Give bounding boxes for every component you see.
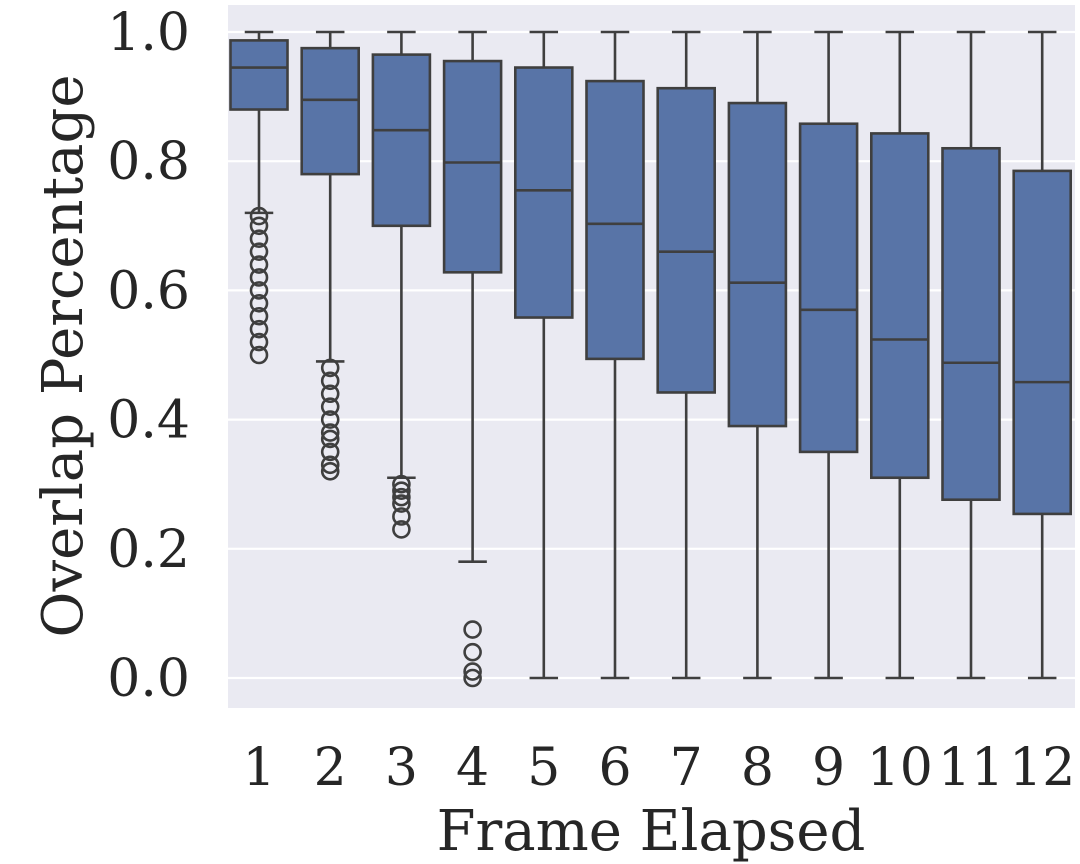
box-group <box>513 30 574 680</box>
box <box>1012 169 1073 516</box>
outlier-point <box>249 319 269 339</box>
y-tick-label: 0.0 <box>107 649 190 709</box>
box-group <box>300 30 361 481</box>
box-group <box>442 30 503 688</box>
outlier-point <box>249 229 269 249</box>
box <box>941 146 1001 502</box>
y-tick-label: 1.0 <box>107 3 190 63</box>
x-axis-label: Frame Elapsed <box>437 799 866 864</box>
box <box>727 101 788 428</box>
outlier-point <box>320 429 340 449</box>
x-tick-label: 5 <box>527 738 560 798</box>
outlier-point <box>249 294 269 313</box>
outlier-point <box>249 216 269 236</box>
outlier-point <box>249 281 269 300</box>
box-group <box>371 30 432 539</box>
box-group <box>869 30 930 680</box>
box-group <box>727 30 788 680</box>
outlier-point <box>392 481 411 500</box>
x-tick-labels: 1 2 3 4 5 6 7 8 9 10 11 12 <box>242 738 1075 798</box>
outlier-point <box>320 442 340 462</box>
box <box>513 66 574 319</box>
outlier-point <box>320 384 340 404</box>
box-group <box>229 30 289 365</box>
outlier-point <box>463 620 482 639</box>
x-tick-label: 4 <box>456 738 489 798</box>
y-tick-label: 0.4 <box>107 391 190 451</box>
x-tick-label: 6 <box>598 738 631 798</box>
outlier-point <box>249 306 269 326</box>
outlier-point <box>249 332 269 352</box>
outlier-point <box>249 268 269 287</box>
box <box>585 79 645 361</box>
outlier-point <box>320 410 340 429</box>
x-tick-label: 12 <box>1009 738 1075 798</box>
outlier-point <box>249 345 269 365</box>
x-tick-label: 2 <box>314 738 347 798</box>
y-tick-label: 0.6 <box>107 261 190 321</box>
box <box>442 59 503 274</box>
x-tick-label: 3 <box>385 738 418 798</box>
grid-lines <box>228 30 1075 680</box>
x-tick-label: 11 <box>938 738 1004 798</box>
y-axis-label: Overlap Percentage <box>31 75 96 638</box>
x-tick-label: 7 <box>670 738 703 798</box>
outlier-point <box>320 397 340 416</box>
outlier-point <box>392 487 411 507</box>
box <box>869 132 930 480</box>
outlier-point <box>392 494 411 513</box>
box <box>656 86 717 394</box>
box <box>229 39 289 111</box>
outlier-point <box>249 242 269 261</box>
box-group <box>585 30 645 680</box>
box <box>371 53 432 228</box>
outlier-point <box>392 507 411 526</box>
x-tick-label: 10 <box>867 738 933 798</box>
outlier-point <box>320 371 340 391</box>
outlier-point <box>320 423 340 442</box>
outlier-point <box>249 255 269 274</box>
outlier-point <box>320 461 340 481</box>
y-tick-labels: 0.0 0.2 0.4 0.6 0.8 1.0 <box>107 3 190 709</box>
plot-area-background <box>228 5 1075 708</box>
box-group <box>656 30 717 680</box>
outlier-point <box>249 206 269 226</box>
outlier-point <box>463 662 482 681</box>
box-group <box>1012 30 1073 680</box>
outlier-point <box>463 668 482 688</box>
box <box>300 46 361 176</box>
box <box>798 122 859 454</box>
box-group <box>798 30 859 680</box>
y-tick-label: 0.8 <box>107 132 190 192</box>
outlier-point <box>320 358 340 378</box>
boxes-layer <box>229 30 1073 688</box>
outlier-point <box>463 642 482 662</box>
x-tick-label: 9 <box>812 738 845 798</box>
outlier-point <box>392 474 411 494</box>
x-tick-label: 8 <box>741 738 774 798</box>
outlier-point <box>392 520 411 539</box>
box-group <box>941 30 1001 680</box>
x-tick-label: 1 <box>242 738 275 798</box>
y-tick-label: 0.2 <box>107 520 190 580</box>
outlier-point <box>320 455 340 475</box>
